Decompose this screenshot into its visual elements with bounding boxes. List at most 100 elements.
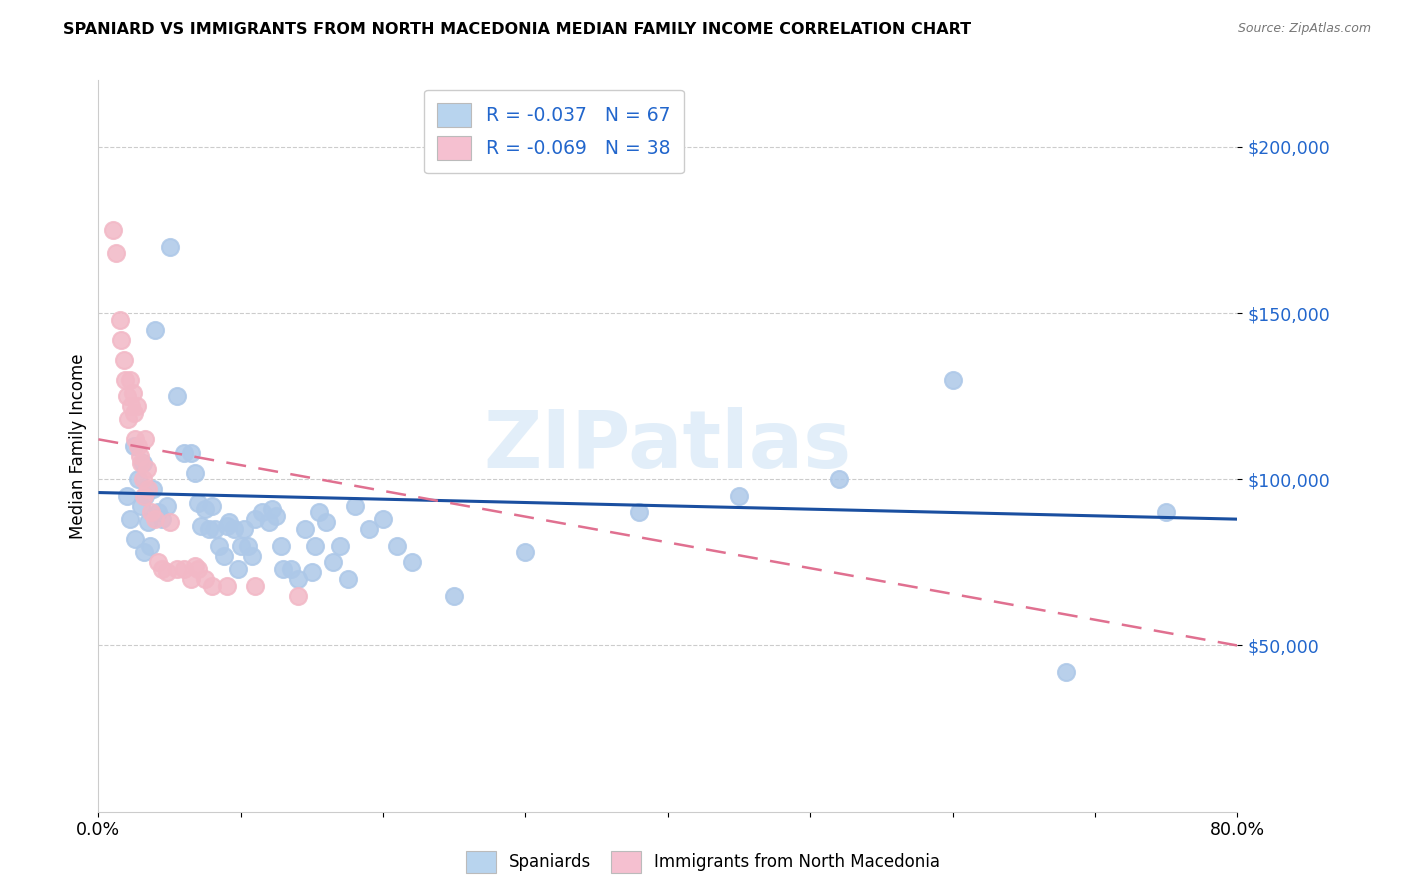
Point: [128, 449, 150, 463]
Point: [287, 589, 309, 603]
Point: [262, 502, 284, 516]
Point: [229, 539, 252, 553]
Point: [117, 412, 139, 426]
Point: [226, 562, 249, 576]
Point: [118, 512, 141, 526]
Point: [187, 562, 209, 576]
Point: [232, 522, 254, 536]
Point: [1056, 665, 1078, 679]
Point: [135, 462, 157, 476]
Point: [114, 372, 136, 386]
Point: [152, 512, 174, 526]
Legend: Spaniards, Immigrants from North Macedonia: Spaniards, Immigrants from North Macedon…: [458, 845, 948, 880]
Point: [136, 516, 159, 530]
Point: [108, 312, 131, 326]
Point: [159, 239, 181, 253]
Point: [201, 579, 224, 593]
Point: [184, 466, 207, 480]
Point: [145, 323, 167, 337]
Point: [280, 562, 302, 576]
Point: [127, 472, 149, 486]
Point: [173, 445, 195, 459]
Point: [250, 506, 273, 520]
Point: [101, 223, 124, 237]
Point: [141, 482, 163, 496]
Point: [187, 495, 209, 509]
Point: [728, 489, 751, 503]
Point: [329, 539, 352, 553]
Point: [301, 566, 323, 580]
Point: [131, 472, 153, 486]
Legend: R = -0.037   N = 67, R = -0.069   N = 38: R = -0.037 N = 67, R = -0.069 N = 38: [425, 90, 683, 173]
Point: [628, 506, 651, 520]
Point: [132, 545, 155, 559]
Point: [828, 472, 851, 486]
Point: [204, 522, 226, 536]
Point: [222, 522, 245, 536]
Point: [240, 549, 263, 563]
Point: [287, 572, 309, 586]
Point: [136, 482, 159, 496]
Point: [243, 579, 266, 593]
Point: [166, 562, 188, 576]
Point: [129, 456, 152, 470]
Point: [194, 572, 217, 586]
Point: [259, 516, 281, 530]
Point: [124, 532, 146, 546]
Point: [266, 508, 288, 523]
Point: [357, 522, 380, 536]
Point: [104, 246, 127, 260]
Point: [294, 522, 316, 536]
Point: [180, 445, 202, 459]
Text: ZIPatlas: ZIPatlas: [484, 407, 852, 485]
Point: [215, 579, 238, 593]
Y-axis label: Median Family Income: Median Family Income: [69, 353, 87, 539]
Point: [173, 562, 195, 576]
Point: [215, 518, 238, 533]
Point: [190, 518, 212, 533]
Point: [110, 333, 132, 347]
Point: [942, 372, 965, 386]
Point: [115, 389, 138, 403]
Point: [270, 539, 292, 553]
Point: [156, 566, 179, 580]
Point: [212, 549, 235, 563]
Point: [343, 499, 366, 513]
Point: [184, 558, 207, 573]
Point: [201, 499, 224, 513]
Text: Source: ZipAtlas.com: Source: ZipAtlas.com: [1237, 22, 1371, 36]
Point: [387, 539, 409, 553]
Point: [118, 372, 141, 386]
Point: [152, 562, 174, 576]
Text: SPANIARD VS IMMIGRANTS FROM NORTH MACEDONIA MEDIAN FAMILY INCOME CORRELATION CHA: SPANIARD VS IMMIGRANTS FROM NORTH MACEDO…: [63, 22, 972, 37]
Point: [122, 406, 145, 420]
Point: [134, 433, 156, 447]
Point: [112, 352, 135, 367]
Point: [156, 499, 179, 513]
Point: [443, 589, 465, 603]
Point: [148, 506, 170, 520]
Point: [127, 439, 149, 453]
Point: [139, 506, 162, 520]
Point: [115, 489, 138, 503]
Point: [134, 489, 156, 503]
Point: [125, 399, 148, 413]
Point: [131, 456, 153, 470]
Point: [194, 502, 217, 516]
Point: [180, 572, 202, 586]
Point: [322, 555, 344, 569]
Point: [138, 539, 160, 553]
Point: [243, 512, 266, 526]
Point: [166, 389, 188, 403]
Point: [198, 522, 221, 536]
Point: [124, 433, 146, 447]
Point: [401, 555, 423, 569]
Point: [218, 516, 240, 530]
Point: [121, 385, 143, 400]
Point: [304, 539, 326, 553]
Point: [315, 516, 337, 530]
Point: [236, 539, 259, 553]
Point: [122, 439, 145, 453]
Point: [129, 499, 152, 513]
Point: [208, 539, 231, 553]
